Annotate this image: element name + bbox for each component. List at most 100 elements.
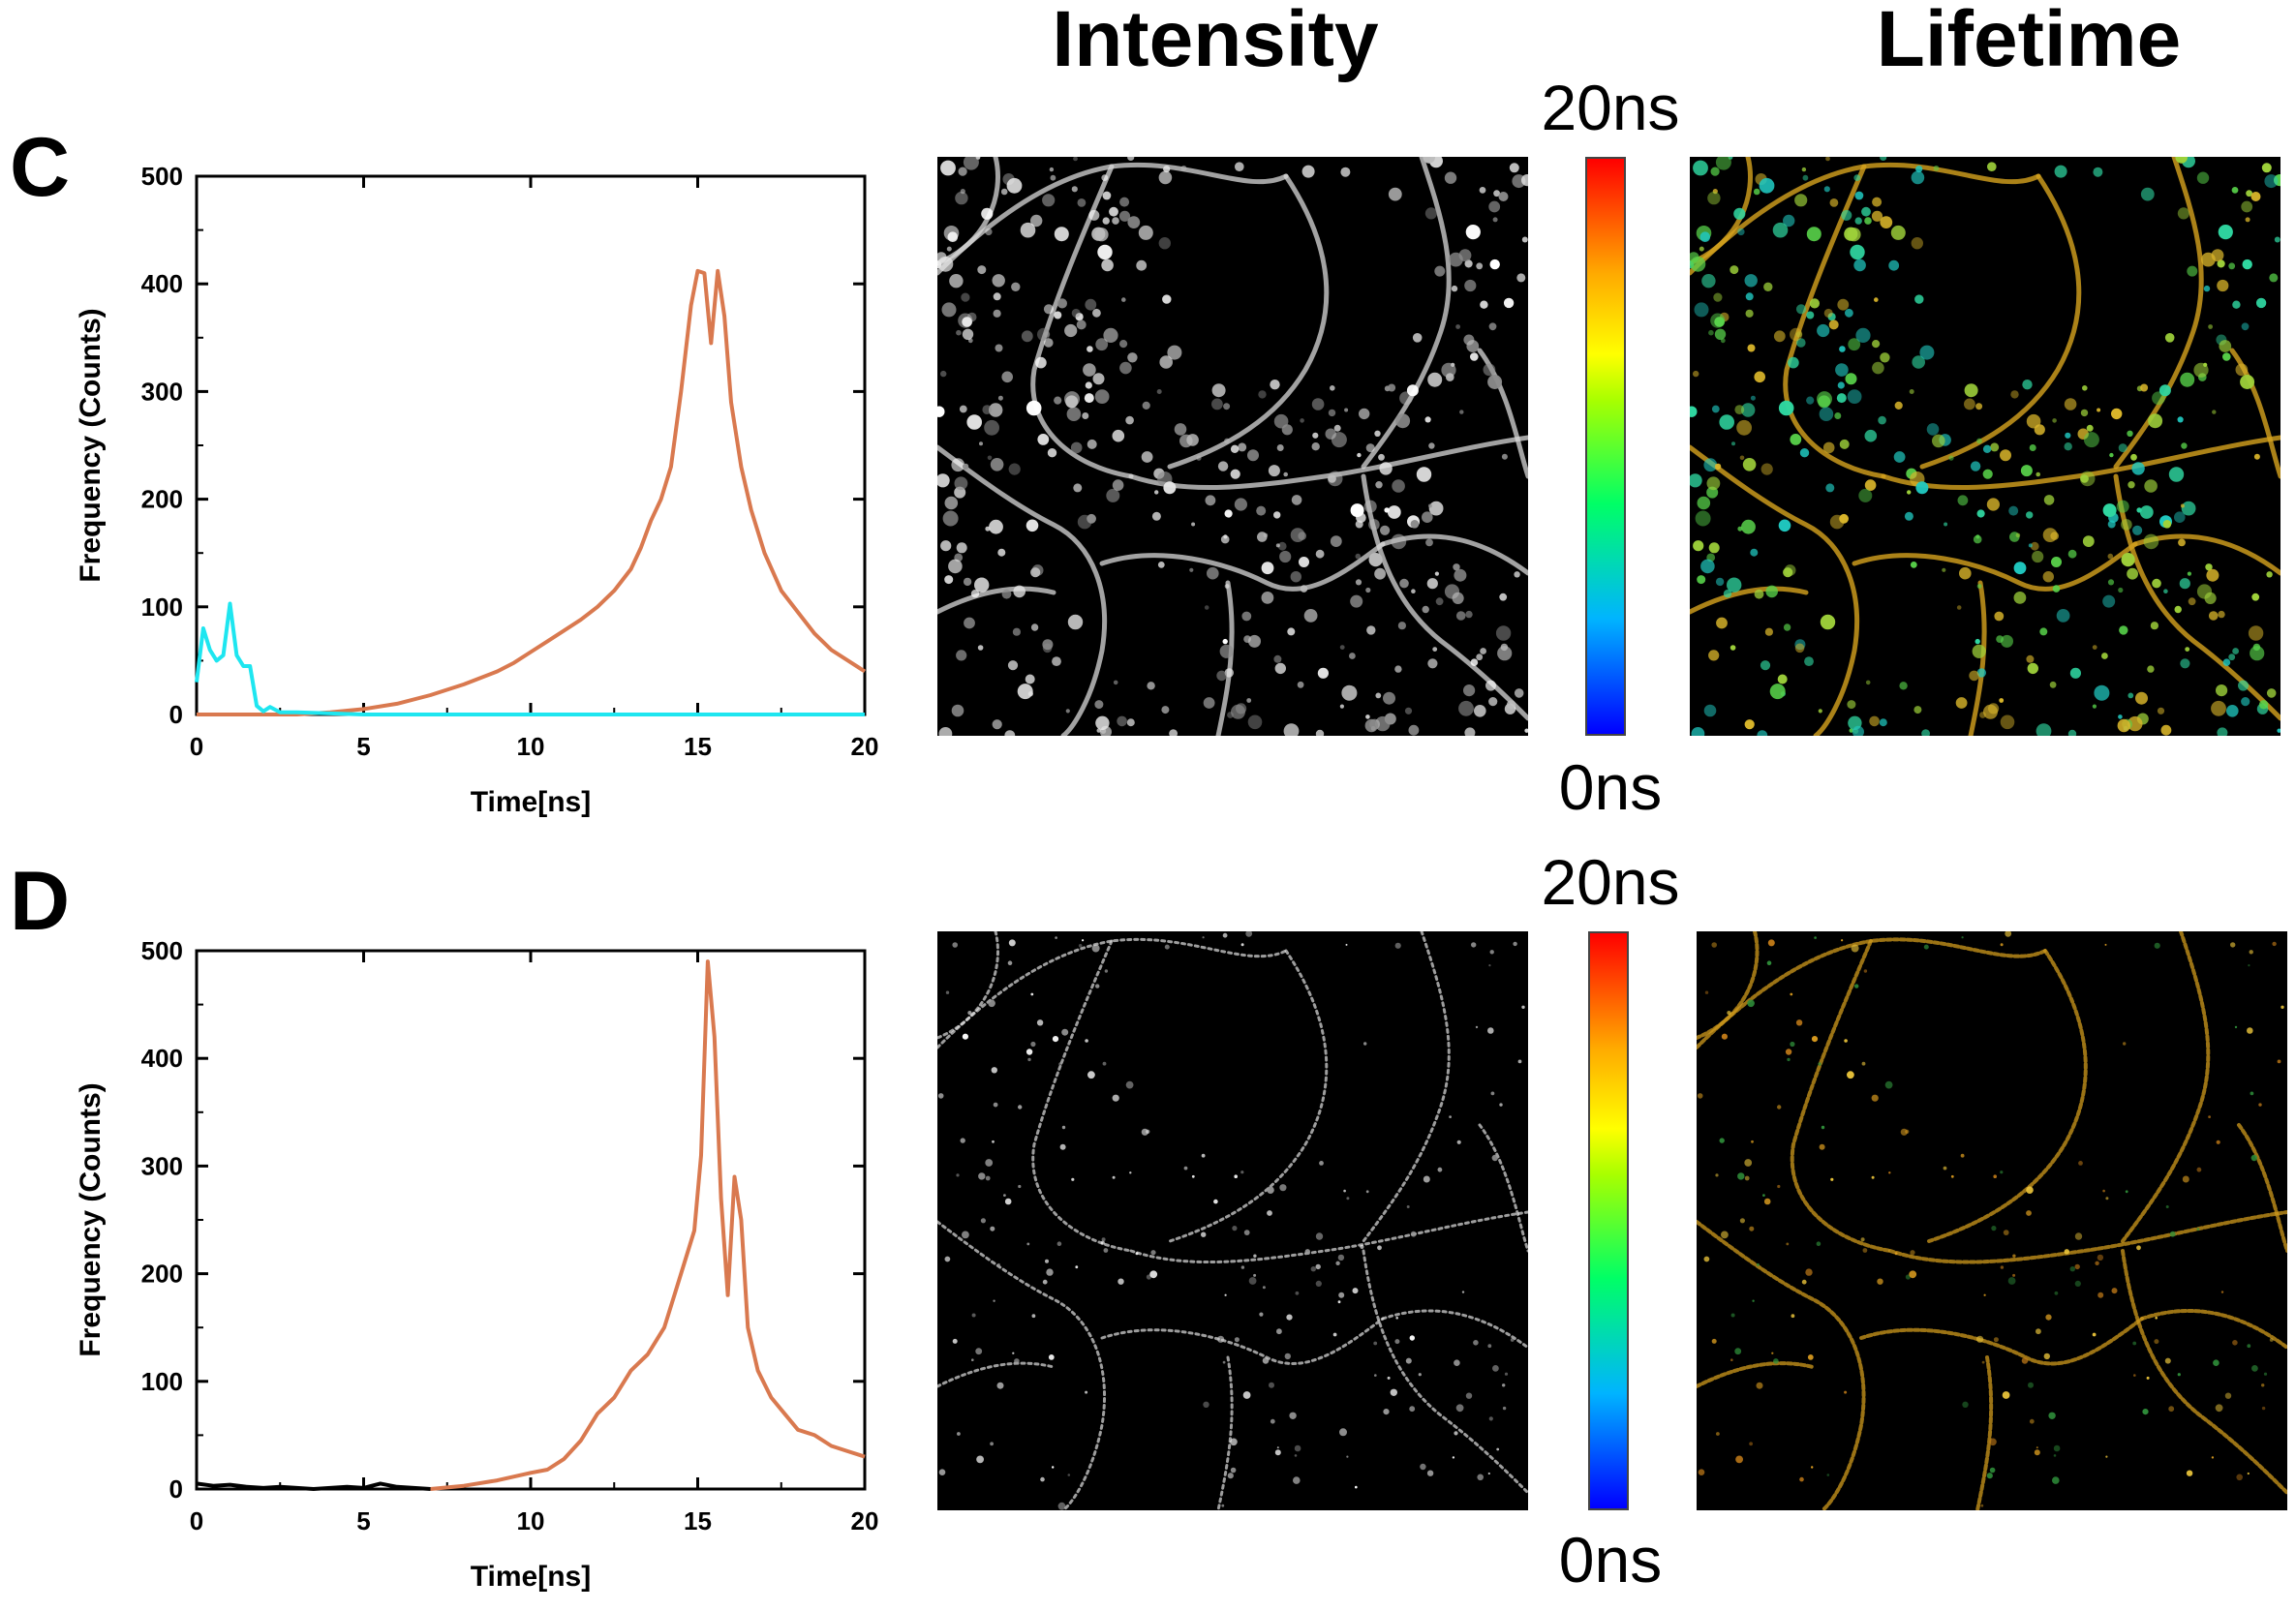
granule	[1964, 398, 1975, 410]
granule	[1076, 319, 1087, 330]
granule	[2036, 471, 2040, 477]
granule	[947, 231, 959, 242]
granule	[962, 317, 972, 327]
granule	[1294, 1444, 1301, 1452]
granule	[944, 496, 959, 510]
granule	[1420, 1463, 1426, 1471]
granule	[1154, 490, 1159, 495]
granule	[2010, 390, 2019, 399]
granule	[1263, 532, 1269, 538]
granule	[1368, 553, 1383, 567]
granule	[1104, 969, 1109, 973]
granule	[1048, 1354, 1055, 1360]
granule	[940, 540, 952, 552]
granule	[1030, 1041, 1036, 1048]
granule	[1767, 939, 1775, 947]
granule	[1986, 498, 2000, 511]
granule	[1698, 1469, 1705, 1475]
x-tick-label: 15	[684, 1506, 712, 1535]
intensity-image-d	[937, 931, 1528, 1510]
granule	[1119, 361, 1132, 375]
granule	[1744, 1159, 1753, 1167]
membrane	[1697, 937, 2047, 1049]
granule	[2222, 658, 2231, 666]
granule	[1001, 371, 1013, 383]
granule	[2263, 1372, 2268, 1376]
granule	[1999, 698, 2005, 703]
granule	[2146, 1376, 2150, 1380]
granule	[1503, 297, 1515, 309]
x-tick-label: 0	[190, 1506, 203, 1535]
granule	[1911, 237, 1923, 250]
granule	[2052, 418, 2057, 423]
granule	[2043, 1353, 2050, 1360]
granule	[1452, 592, 1464, 604]
granule	[1714, 463, 1722, 471]
granule	[2000, 943, 2004, 947]
granule	[1283, 723, 1300, 736]
granule	[2143, 533, 2159, 550]
granule	[1894, 1252, 1898, 1256]
granule	[2186, 1470, 2193, 1476]
granule	[1383, 691, 1395, 705]
granule	[961, 292, 970, 302]
granule	[1880, 216, 1893, 228]
granule	[1224, 509, 1233, 518]
granule	[2206, 568, 2219, 582]
granule	[2097, 1254, 2104, 1261]
granule	[1814, 936, 1817, 939]
series-line-0	[430, 959, 866, 1491]
granule	[1031, 1314, 1036, 1319]
granule	[1487, 1472, 1490, 1475]
panel-letter-d: D	[10, 855, 71, 948]
granule	[1027, 1057, 1031, 1062]
granule	[1315, 1280, 1322, 1287]
membrane	[1975, 1355, 1994, 1510]
granule	[2251, 593, 2260, 601]
granule	[1119, 197, 1130, 207]
granule	[1948, 455, 1954, 461]
granule	[1240, 943, 1244, 947]
granule	[1037, 434, 1050, 445]
granule	[2086, 424, 2094, 432]
granule	[1512, 174, 1526, 189]
granule	[2050, 532, 2059, 540]
granule	[1839, 439, 1850, 449]
granule	[1106, 488, 1120, 502]
y-tick-label: 400	[141, 1044, 183, 1073]
granule	[2092, 1332, 2097, 1337]
granule	[2102, 503, 2117, 518]
granule	[1959, 566, 1972, 580]
granule	[1366, 625, 1376, 635]
granule	[1247, 449, 1259, 462]
granule	[1355, 579, 1362, 586]
granule	[1706, 476, 1721, 491]
granule	[1424, 207, 1437, 220]
granule	[974, 577, 990, 593]
granule	[1262, 1286, 1266, 1290]
granule	[2064, 398, 2077, 410]
granule	[1735, 1455, 1743, 1464]
granule	[1785, 1049, 1792, 1055]
series-line-0	[197, 268, 867, 716]
granule	[990, 1226, 995, 1231]
granule	[1149, 1270, 1158, 1279]
granule	[2217, 279, 2229, 292]
granule	[1899, 682, 1908, 690]
granule	[1277, 541, 1287, 551]
membrane	[1790, 939, 1892, 1253]
granule	[1159, 355, 1173, 369]
granule	[2032, 550, 2044, 563]
granule	[1006, 177, 1023, 194]
granule	[1910, 562, 1917, 568]
granule	[1426, 1470, 1434, 1476]
granule	[1230, 1467, 1237, 1474]
granule	[1262, 1357, 1270, 1364]
granule	[1392, 479, 1405, 493]
granule	[1841, 939, 1844, 942]
granule	[1860, 1237, 1865, 1242]
granule	[1465, 1392, 1473, 1399]
granule	[1075, 1265, 1079, 1269]
granule	[1112, 217, 1119, 225]
granule	[2247, 1344, 2251, 1349]
